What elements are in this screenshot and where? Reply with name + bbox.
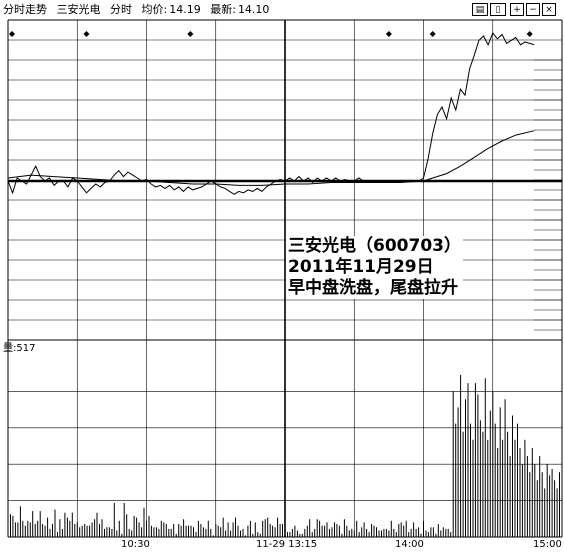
close-button[interactable]: × [542, 3, 556, 16]
last-price-label: 最新: [210, 3, 236, 16]
zoom-in-button[interactable]: + [510, 3, 524, 16]
last-price-value: 14.10 [237, 3, 270, 16]
x-tick-1030: 10:30 [121, 539, 150, 550]
price-line [7, 32, 535, 195]
zoom-out-button[interactable]: − [526, 3, 540, 16]
volume-label: 量:517 [3, 343, 35, 355]
event-marker [187, 31, 194, 37]
event-markers [9, 31, 533, 37]
event-marker [385, 31, 392, 37]
volume-value: 517 [16, 343, 36, 354]
layout-button[interactable]: ▤ [472, 3, 488, 16]
event-marker [526, 31, 533, 37]
avg-price-value: 14.19 [169, 3, 201, 16]
average-price-line [7, 130, 535, 186]
volume-bars [7, 375, 560, 537]
mode-label: 分时走势 [3, 3, 47, 16]
event-marker [429, 31, 436, 37]
stock-name: 三安光电 [56, 3, 101, 16]
period-label: 分时 [110, 3, 132, 16]
volume-label-text: 量: [3, 343, 17, 354]
event-marker [83, 31, 90, 37]
annotation-line-3: 早中盘洗盘，尾盘拉升 [288, 278, 458, 298]
avg-price-label: 均价: [141, 3, 168, 16]
x-tick-1400: 14:00 [395, 539, 424, 550]
annotation-line-1: 三安光电（600703） [288, 236, 461, 256]
chart-header: 分时走势 三安光电 分时 均价: 14.19 最新: 14.10 [3, 2, 275, 18]
x-tick-1315: 11-29 13:15 [256, 539, 318, 550]
window-button[interactable]: ▯ [490, 3, 506, 16]
event-marker [9, 31, 15, 37]
annotation-line-2: 2011年11月29日 [288, 257, 434, 277]
x-tick-1500: 15:00 [533, 539, 562, 550]
chart-grid [7, 19, 563, 538]
annotation-box: 三安光电（600703） 2011年11月29日 早中盘洗盘，尾盘拉升 [286, 236, 463, 299]
